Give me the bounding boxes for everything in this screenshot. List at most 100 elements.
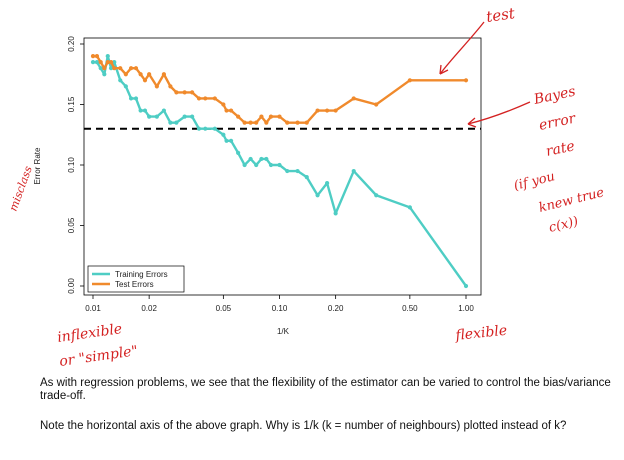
legend-label: Test Errors [115, 280, 154, 289]
test-error-point [123, 72, 128, 77]
test-error-point [254, 120, 259, 125]
training-error-point [142, 108, 148, 113]
test-error-point [212, 96, 217, 101]
training-error-point [182, 114, 187, 119]
test-error-point [407, 78, 412, 83]
test-error-point [118, 66, 123, 71]
training-error-point [268, 162, 274, 168]
x-tick-label: 0.20 [328, 304, 344, 313]
annotation-bayes-arrow [467, 101, 531, 125]
training-error-point [108, 66, 114, 71]
annotation-test-arrowhead [439, 64, 449, 75]
test-error-point [463, 78, 469, 83]
training-errors-line [93, 54, 467, 287]
x-tick-label: 1.00 [458, 304, 474, 313]
training-error-point [128, 96, 134, 101]
test-error-point [277, 114, 282, 119]
test-error-point [147, 72, 152, 77]
test-error-point [325, 108, 330, 113]
annotation-test: test [485, 4, 517, 26]
training-error-point [105, 54, 110, 59]
annotation-note-3: c(x)) [547, 214, 580, 236]
training-error-point [351, 168, 356, 174]
training-error-point [259, 156, 264, 162]
test-error-point [108, 60, 114, 65]
test-error-point [102, 66, 107, 71]
test-error-point [112, 66, 117, 71]
annotation-bayes-arrowhead [467, 117, 477, 128]
training-error-point [161, 108, 167, 113]
test-error-point [203, 96, 208, 101]
test-errors-line [93, 54, 466, 124]
annotation-inflexible-1: inflexible [56, 321, 123, 346]
test-error-point [242, 120, 247, 125]
x-tick-label: 0.10 [272, 304, 288, 313]
test-error-point [285, 120, 290, 125]
training-error-point [374, 193, 379, 198]
annotation-misclass: misclass [7, 164, 35, 213]
training-error-point [248, 156, 253, 162]
training-error-point [154, 114, 159, 119]
test-error-point [105, 60, 110, 65]
training-error-point [463, 283, 469, 289]
annotation-note-2: knew true [537, 185, 606, 216]
annotation-bayes-3: rate [545, 138, 577, 160]
annotation-inflexible-2: or "simple" [58, 343, 139, 370]
x-tick-label: 0.50 [402, 304, 418, 313]
training-error-point [295, 168, 300, 174]
training-error-point [221, 132, 226, 137]
caption-paragraph-1: As with regression problems, we see that… [40, 377, 611, 402]
training-error-point [325, 181, 330, 186]
test-error-point [142, 78, 148, 83]
training-error-point [133, 96, 139, 101]
test-error-point [154, 84, 159, 89]
training-error-point [277, 162, 282, 168]
legend-box [87, 265, 185, 293]
legend-label: Training Errors [115, 270, 168, 279]
training-error-point [196, 126, 202, 131]
test-error-point [374, 102, 379, 107]
y-tick-label: 0.10 [67, 157, 76, 173]
training-error-point [190, 114, 195, 119]
training-error-point [138, 108, 143, 113]
training-error-point [236, 150, 241, 155]
test-error-point [128, 66, 134, 71]
test-error-point [236, 114, 241, 119]
training-error-point [285, 168, 290, 174]
training-error-point [407, 205, 412, 210]
plot-frame [83, 37, 482, 296]
test-error-point [228, 108, 234, 113]
y-axis-title: Error Rate [33, 147, 42, 184]
training-error-point [333, 211, 338, 216]
caption-paragraph-2: Note the horizontal axis of the above gr… [40, 420, 567, 432]
test-error-point [174, 90, 179, 95]
test-error-point [351, 96, 356, 101]
training-error-point [112, 60, 117, 65]
test-error-point [315, 108, 320, 113]
training-error-point [102, 72, 107, 77]
x-tick-label: 0.05 [216, 304, 232, 313]
test-error-point [98, 60, 103, 65]
test-error-point [268, 114, 274, 119]
training-error-point [147, 114, 152, 119]
training-error-point [242, 162, 247, 168]
test-error-point [90, 54, 96, 59]
test-error-point [259, 114, 264, 119]
test-error-point [190, 90, 195, 95]
test-error-point [295, 120, 300, 125]
training-error-point [228, 138, 234, 143]
y-tick-label: 0.05 [67, 217, 76, 233]
training-error-point [94, 60, 100, 65]
test-error-point [133, 66, 139, 71]
y-tick-label: 0.20 [67, 36, 76, 52]
training-error-point [168, 120, 173, 125]
annotation-flexible: flexible [454, 323, 508, 344]
test-error-point [304, 120, 309, 125]
y-tick-label: 0.00 [67, 278, 76, 294]
training-error-point [98, 66, 103, 71]
annotation-bayes-1: Bayes [532, 84, 577, 109]
training-error-point [212, 126, 217, 131]
training-error-point [304, 175, 309, 180]
test-error-point [94, 54, 100, 59]
